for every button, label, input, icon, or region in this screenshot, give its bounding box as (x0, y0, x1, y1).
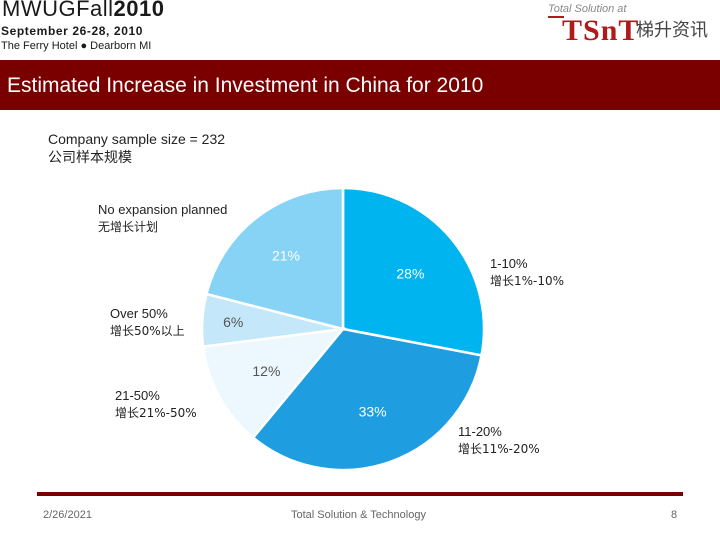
footer-page-number: 8 (671, 509, 678, 521)
category-label-cn-1-10: 增长1%-10% (490, 274, 564, 288)
footer-center-text: Total Solution & Technology (291, 509, 426, 521)
pie-slice-11-20 (251, 327, 483, 472)
data-label-1-10: 28% (396, 265, 424, 281)
category-label-11-20: 11-20% (458, 424, 502, 439)
category-label-1-10: 1-10% (490, 256, 528, 271)
category-label-cn-11-20: 增长11%-20% (458, 442, 540, 456)
event-venue: The Ferry Hotel ● Dearborn MI (1, 40, 152, 52)
event-year: 2010 (113, 0, 165, 21)
data-label-over-50: 6% (223, 314, 243, 330)
title-bar: Estimated Increase in Investment in Chin… (0, 60, 720, 110)
event-dates: September 26-28, 2010 (1, 24, 144, 38)
data-label-11-20: 33% (359, 403, 387, 419)
footer-rule (37, 492, 683, 496)
data-label-21-50: 12% (252, 363, 280, 379)
slide-title: Estimated Increase in Investment in Chin… (7, 74, 484, 97)
sample-size-note: Company sample size = 232 公司样本规模 (48, 130, 225, 166)
sponsor-brand: TSnT (562, 14, 640, 47)
category-label-cn-over-50: 增长50%以上 (110, 324, 185, 338)
sponsor-chinese-name: 梯升资讯 (636, 20, 708, 40)
sample-size-chinese: 公司样本规模 (48, 149, 132, 165)
sponsor-logo-rule (548, 16, 564, 18)
category-label-cn-21-50: 增长21%-50% (115, 406, 197, 420)
footer-date: 2/26/2021 (43, 509, 92, 521)
event-prefix: MWUG (2, 0, 77, 21)
sample-size-english: Company sample size = 232 (48, 131, 226, 147)
pie-slice-21-50 (201, 327, 346, 440)
pie-slice-no-expansion-planned (204, 186, 345, 331)
data-label-no-expansion-planned: 21% (272, 248, 300, 264)
pie-slice-1-10 (341, 186, 486, 357)
category-label-over-50: Over 50% (110, 306, 168, 321)
category-label-cn-no-expansion-planned: 无增长计划 (98, 220, 158, 234)
category-label-no-expansion-planned: No expansion planned (98, 202, 227, 217)
category-label-21-50: 21-50% (115, 388, 160, 403)
event-fall: Fall (76, 0, 114, 21)
event-logo-title: MWUGFall2010 (2, 0, 165, 22)
sponsor-tagline: Total Solution at (548, 3, 627, 15)
